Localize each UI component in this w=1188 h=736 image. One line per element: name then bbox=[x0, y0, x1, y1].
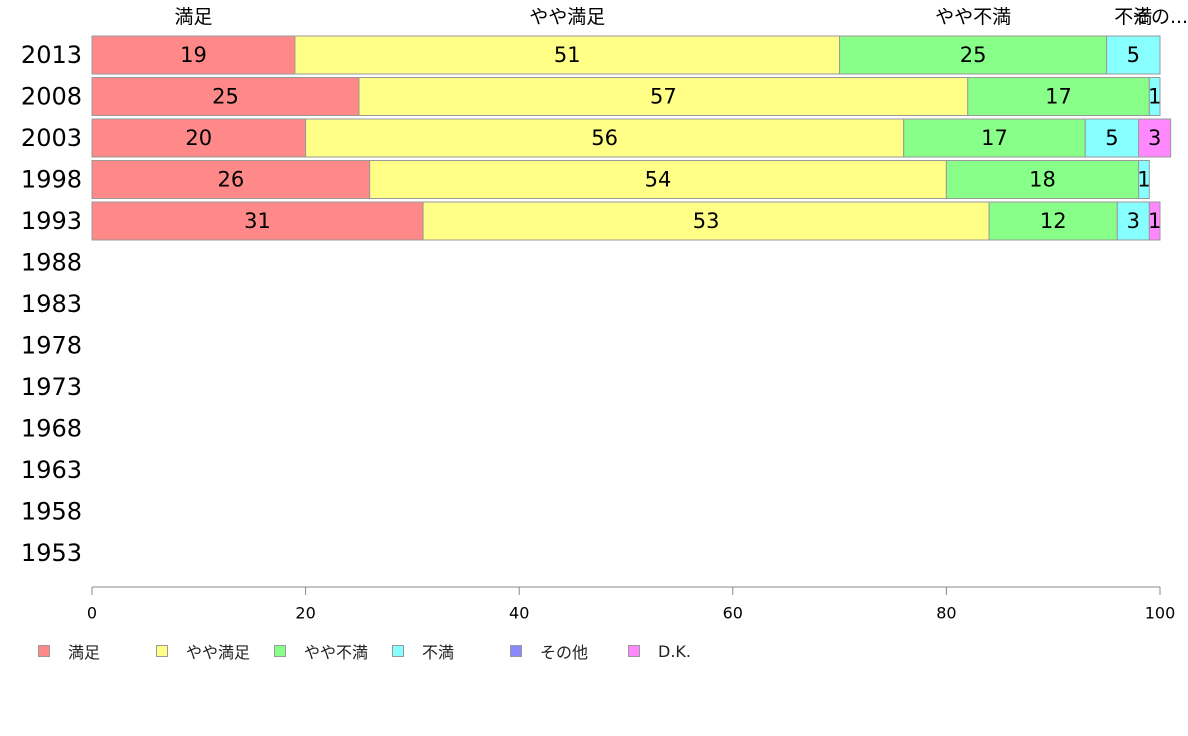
y-tick-label: 1953 bbox=[21, 539, 82, 567]
legend-item: 不満 bbox=[392, 640, 454, 662]
data-label: 31 bbox=[244, 209, 271, 233]
data-label: 1 bbox=[1148, 85, 1161, 109]
bar-segment bbox=[358, 77, 969, 116]
legend-swatch bbox=[274, 645, 286, 657]
data-label: 19 bbox=[180, 43, 207, 67]
y-tick-label: 2013 bbox=[21, 41, 82, 69]
data-label: 54 bbox=[645, 168, 672, 192]
y-tick-label: 2008 bbox=[21, 83, 82, 111]
data-label: 57 bbox=[650, 85, 677, 109]
legend-item: その他 bbox=[510, 640, 588, 662]
data-label: 1 bbox=[1137, 168, 1150, 192]
y-tick-label: 1988 bbox=[21, 249, 82, 277]
y-tick-label: 1973 bbox=[21, 373, 82, 401]
x-tick-label: 60 bbox=[723, 604, 743, 623]
data-label: 3 bbox=[1127, 209, 1140, 233]
y-tick-label: 1968 bbox=[21, 415, 82, 443]
top-category-label: 不満 bbox=[1114, 6, 1152, 28]
data-label: 5 bbox=[1105, 126, 1118, 150]
data-label: 25 bbox=[960, 43, 987, 67]
data-label: 51 bbox=[554, 43, 581, 67]
legend-swatch bbox=[156, 645, 168, 657]
top-category-label: やや満足 bbox=[529, 6, 605, 28]
legend-label: やや不満 bbox=[304, 643, 369, 662]
y-tick-label: 1993 bbox=[21, 207, 82, 235]
legend-swatch bbox=[628, 645, 640, 657]
legend-swatch bbox=[38, 645, 50, 657]
legend-item: やや不満 bbox=[274, 640, 368, 662]
legend-label: 満足 bbox=[68, 643, 101, 662]
bar-segment bbox=[1106, 35, 1161, 75]
legend-swatch bbox=[392, 645, 404, 657]
bar-segment bbox=[369, 160, 947, 199]
x-tick-label: 80 bbox=[936, 604, 956, 623]
legend-label: やや満足 bbox=[186, 643, 251, 662]
bar-segment bbox=[1084, 118, 1140, 158]
data-label: 12 bbox=[1040, 209, 1067, 233]
legend-item: 満足 bbox=[38, 640, 100, 662]
x-tick-label: 40 bbox=[509, 604, 529, 623]
bar-segment bbox=[1138, 160, 1150, 199]
bar-segment bbox=[1116, 201, 1150, 241]
y-tick-label: 1958 bbox=[21, 498, 82, 526]
data-label: 17 bbox=[1045, 85, 1072, 109]
legend-label: 不満 bbox=[422, 643, 455, 662]
legend-item: やや満足 bbox=[156, 640, 250, 662]
y-tick-label: 2003 bbox=[21, 124, 82, 152]
bar-segment bbox=[305, 118, 905, 158]
data-label: 20 bbox=[185, 126, 212, 150]
bar-segment bbox=[294, 35, 841, 75]
data-label: 53 bbox=[693, 209, 720, 233]
bar-segment bbox=[988, 201, 1118, 241]
top-category-label: その... bbox=[1132, 6, 1188, 28]
legend-label: D.K. bbox=[658, 641, 691, 661]
y-tick-label: 1963 bbox=[21, 456, 82, 484]
bar-segment bbox=[91, 77, 360, 116]
bar-segment bbox=[422, 201, 990, 241]
data-label: 56 bbox=[591, 126, 618, 150]
bar-segment bbox=[1148, 201, 1161, 241]
legend-label: その他 bbox=[540, 643, 589, 662]
x-tick-label: 0 bbox=[87, 604, 97, 623]
legend-item: D.K. bbox=[628, 640, 691, 662]
chart-legend: 満足 やや満足 やや不満 不満 その他 D.K. bbox=[38, 640, 758, 662]
data-label: 5 bbox=[1127, 43, 1140, 67]
bar-segment bbox=[945, 160, 1140, 199]
data-label: 3 bbox=[1148, 126, 1161, 150]
legend-swatch bbox=[510, 645, 522, 657]
y-tick-label: 1983 bbox=[21, 290, 82, 318]
data-label: 17 bbox=[981, 126, 1008, 150]
bar-segment bbox=[1138, 118, 1172, 158]
bar-segment bbox=[91, 160, 371, 199]
bar-segment bbox=[1148, 77, 1161, 116]
bar-segment bbox=[91, 118, 307, 158]
bar-segment bbox=[91, 201, 424, 241]
data-label: 26 bbox=[217, 168, 244, 192]
bar-segment bbox=[967, 77, 1150, 116]
top-category-label: やや不満 bbox=[935, 6, 1011, 28]
data-label: 18 bbox=[1029, 168, 1056, 192]
y-tick-label: 1998 bbox=[21, 166, 82, 194]
data-label: 1 bbox=[1148, 209, 1161, 233]
x-tick-label: 100 bbox=[1145, 604, 1176, 623]
y-tick-label: 1978 bbox=[21, 332, 82, 360]
top-category-label: 満足 bbox=[174, 6, 212, 28]
data-label: 25 bbox=[212, 85, 239, 109]
x-tick-label: 20 bbox=[295, 604, 315, 623]
